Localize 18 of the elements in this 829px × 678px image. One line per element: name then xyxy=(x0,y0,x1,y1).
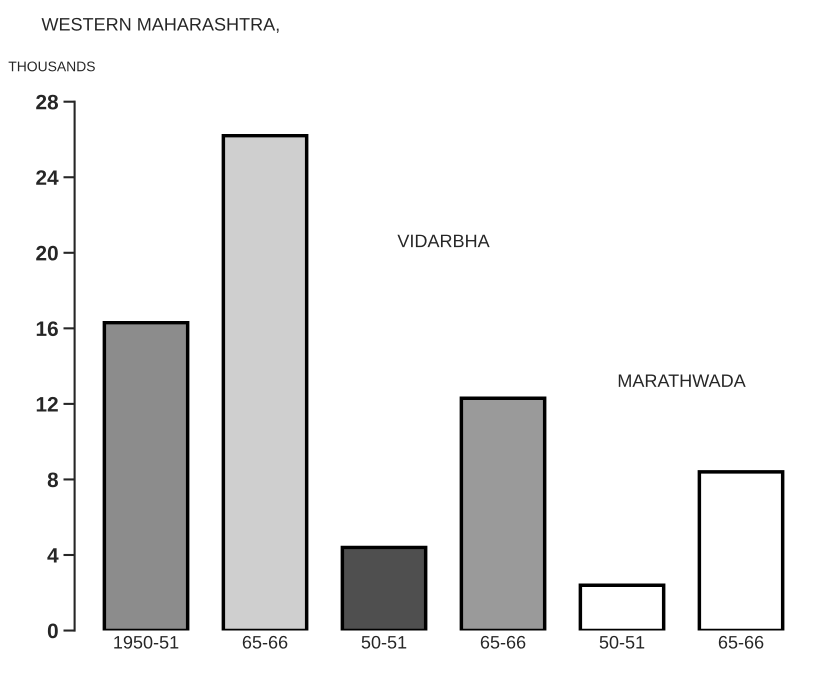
y-tick-label: 12 xyxy=(36,396,58,412)
y-tick-label: 0 xyxy=(48,624,58,638)
y-tick-label: 16 xyxy=(36,321,58,336)
y-tick-label: 24 xyxy=(36,170,59,185)
y-axis-title: THOUSANDS xyxy=(8,61,95,72)
annotation: VIDARBHA xyxy=(397,234,490,248)
annotation: MARATHWADA xyxy=(618,374,746,387)
x-tick-label: 65-66 xyxy=(242,636,288,649)
x-tick-label: 1950-51 xyxy=(114,636,178,649)
y-tick-label: 20 xyxy=(36,246,58,261)
y-tick-label: 28 xyxy=(36,94,58,110)
y-tick-label: 4 xyxy=(47,548,59,563)
x-tick-label: 65-66 xyxy=(480,636,526,649)
x-tick-label: 65-66 xyxy=(718,636,764,649)
x-tick-label: 50-51 xyxy=(600,636,644,649)
chart-title: WESTERN MAHARASHTRA, xyxy=(42,18,279,33)
y-tick-label: 8 xyxy=(48,472,58,488)
x-tick-label: 50-51 xyxy=(362,636,406,649)
